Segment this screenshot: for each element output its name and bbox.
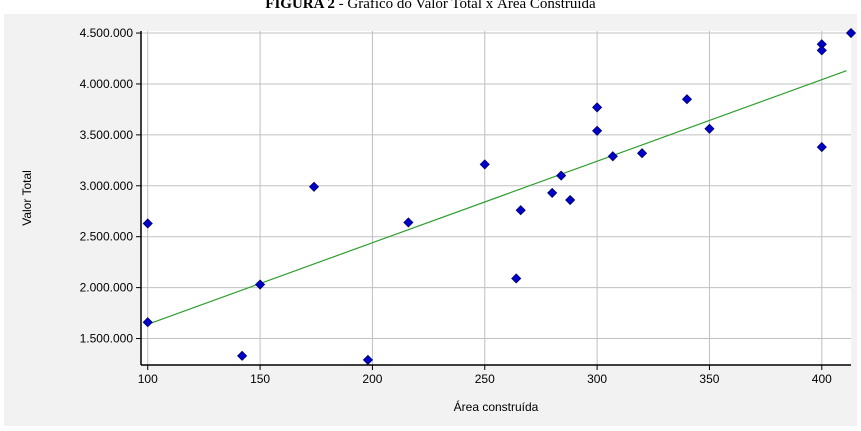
x-tick-label: 250	[475, 372, 495, 386]
y-tick-label: 4.500.000	[80, 26, 134, 40]
y-tick-label: 4.000.000	[80, 77, 134, 91]
trend-line	[147, 70, 847, 325]
scatter-chart: 1.500.000 2.000.000 2.500.000 3.000.000 3.50…	[20, 26, 857, 414]
figure-caption-separator: -	[334, 0, 348, 12]
data-point	[515, 205, 526, 216]
data-point	[403, 217, 414, 228]
y-tick-label: 2.000.000	[80, 281, 134, 295]
regression-line	[147, 70, 847, 325]
data-points	[142, 27, 857, 365]
data-point	[237, 350, 248, 361]
x-tick-label: 100	[138, 372, 158, 386]
data-point	[681, 94, 693, 105]
x-tick-label: 400	[812, 372, 832, 386]
data-point	[636, 148, 648, 159]
figure-caption-text: Gráfico do Valor Total x Área Construída	[347, 0, 596, 12]
y-tick-label: 1.500.000	[80, 332, 134, 346]
y-tick-label: 3.500.000	[80, 128, 134, 142]
x-tick-label: 200	[362, 372, 382, 386]
x-tick-label: 150	[250, 372, 270, 386]
data-point	[479, 159, 490, 170]
y-tick-label: 3.000.000	[80, 179, 134, 193]
data-point	[142, 317, 153, 328]
data-point	[607, 151, 618, 162]
chart-area: 1.500.000 2.000.000 2.500.000 3.000.000 3.50…	[4, 14, 857, 426]
y-axis-label: Valor Total	[20, 170, 34, 226]
x-tick-label: 350	[699, 372, 719, 386]
data-point	[511, 273, 522, 284]
data-point	[547, 187, 558, 198]
x-tick-label: 300	[587, 372, 607, 386]
data-point	[845, 27, 857, 39]
data-point	[816, 45, 827, 56]
figure-caption: FIGURA 2 - Gráfico do Valor Total x Área…	[0, 0, 861, 13]
data-point	[255, 279, 266, 290]
data-point	[816, 142, 827, 153]
figure-caption-label: FIGURA 2	[265, 0, 335, 12]
data-point	[704, 123, 715, 134]
x-axis-ticks: 100 150 200 250 300 350 400	[138, 365, 832, 386]
data-point	[592, 102, 603, 113]
data-point	[565, 194, 576, 206]
x-axis-label: Área construída	[454, 399, 539, 414]
data-point	[142, 218, 153, 229]
y-axis-ticks: 1.500.000 2.000.000 2.500.000 3.000.000 3.50…	[80, 26, 141, 346]
data-point	[556, 170, 567, 181]
y-tick-label: 2.500.000	[80, 230, 134, 244]
data-point	[308, 181, 320, 192]
data-point	[592, 125, 603, 136]
